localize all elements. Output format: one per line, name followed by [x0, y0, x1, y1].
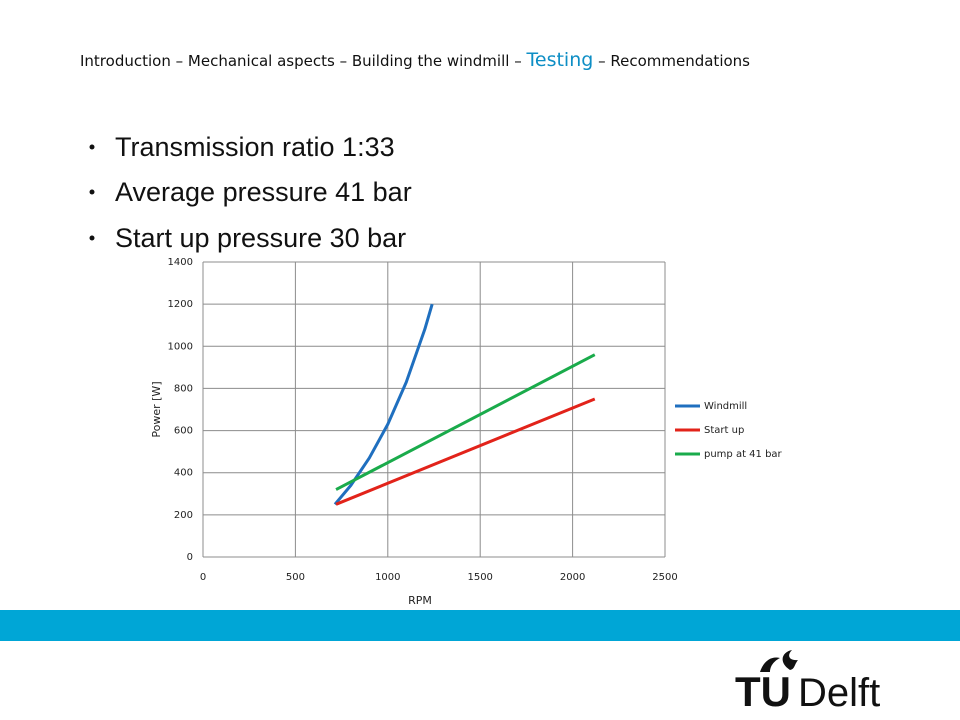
y-axis-label: Power [W] [150, 381, 163, 437]
bullet-text: Start up pressure 30 bar [115, 223, 406, 253]
data-line [333, 303, 434, 506]
bullet-dot [89, 144, 95, 150]
bullet-text: Transmission ratio 1:33 [115, 132, 395, 162]
logo-delft: Delft [798, 671, 880, 715]
x-axis-label: RPM [408, 594, 432, 607]
x-tick-label: 0 [200, 572, 206, 583]
breadcrumb-item: Recommendations [610, 52, 750, 70]
legend-label: Windmill [704, 401, 747, 412]
breadcrumb-separator: – [340, 52, 348, 70]
footer-band [0, 610, 960, 641]
logo-tu: TU [735, 668, 791, 715]
breadcrumb-separator: – [514, 52, 522, 70]
logo: TU Delft [735, 650, 880, 715]
data-line [335, 353, 596, 491]
breadcrumb-item: Introduction [80, 52, 171, 70]
breadcrumb-separator: – [598, 52, 606, 70]
legend-label: pump at 41 bar [704, 449, 783, 460]
x-tick-label: 2500 [652, 572, 677, 583]
x-tick-label: 1500 [467, 572, 492, 583]
y-tick-label: 400 [174, 468, 193, 479]
y-tick-label: 200 [174, 510, 193, 521]
bullet-dot [89, 235, 95, 241]
logo-flame [760, 650, 798, 672]
bullet-text: Average pressure 41 bar [115, 177, 412, 207]
bullet-dot [89, 189, 95, 195]
legend-label: Start up [704, 425, 744, 436]
x-tick-label: 1000 [375, 572, 400, 583]
y-tick-label: 1000 [168, 341, 193, 352]
y-tick-label: 0 [187, 552, 193, 563]
breadcrumb-separator: – [176, 52, 184, 70]
y-tick-label: 1400 [168, 257, 193, 268]
breadcrumb: Introduction – Mechanical aspects – Buil… [80, 49, 750, 71]
breadcrumb-item: Building the windmill [352, 52, 510, 70]
breadcrumb-item: Mechanical aspects [188, 52, 335, 70]
chart: 0 200 400 600 800 1000 1200 1400 0 500 1000 1500 200… [150, 257, 783, 607]
y-tick-label: 800 [174, 383, 193, 394]
y-tick-label: 600 [174, 426, 193, 437]
x-tick-label: 500 [286, 572, 305, 583]
x-tick-label: 2000 [560, 572, 585, 583]
y-tick-label: 1200 [168, 299, 193, 310]
bullet-list: Transmission ratio 1:33 Average pressure… [89, 132, 412, 253]
data-line [335, 397, 596, 506]
breadcrumb-active: Testing [526, 49, 594, 71]
